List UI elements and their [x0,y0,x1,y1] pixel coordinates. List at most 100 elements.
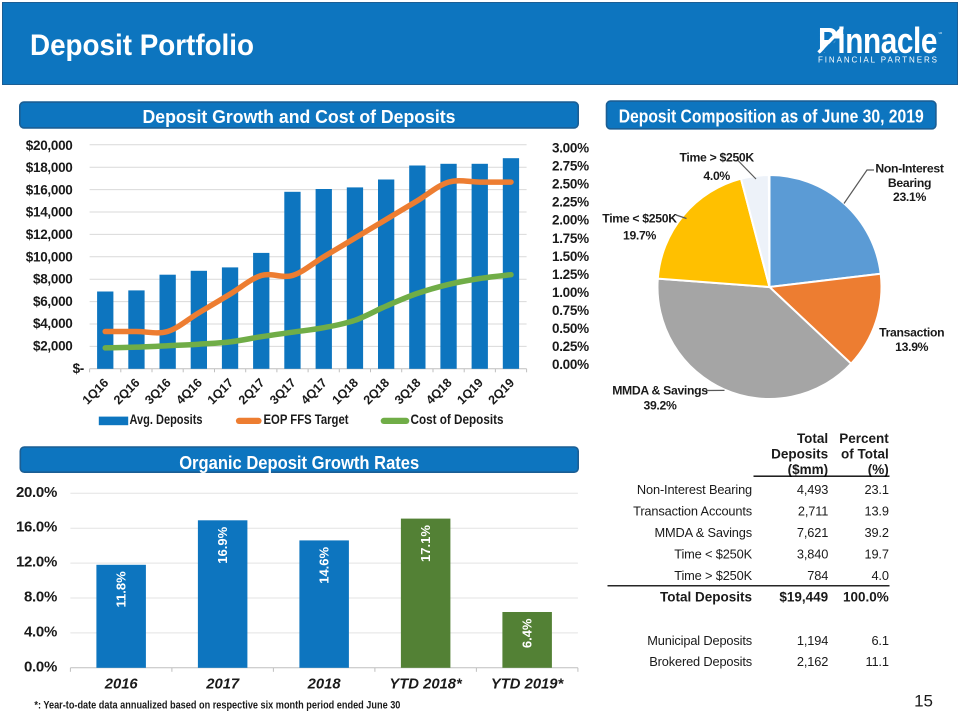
svg-text:$4,000: $4,000 [33,316,73,331]
svg-text:13.9: 13.9 [864,503,888,518]
svg-text:20.0%: 20.0% [16,484,57,501]
svg-text:2018: 2018 [307,677,342,693]
svg-text:784: 784 [807,568,828,583]
svg-text:0.75%: 0.75% [552,303,589,318]
svg-text:13.9%: 13.9% [895,340,929,354]
svg-text:23.1%: 23.1% [893,190,927,204]
svg-text:1.25%: 1.25% [552,267,589,282]
svg-text:MMDA & Savings: MMDA & Savings [655,525,752,540]
svg-text:2.75%: 2.75% [552,159,589,174]
svg-text:16.0%: 16.0% [16,519,57,536]
svg-text:1.50%: 1.50% [552,249,589,264]
svg-text:39.2%: 39.2% [643,398,677,412]
svg-text:$2,000: $2,000 [33,339,73,354]
svg-text:2,711: 2,711 [798,503,828,518]
svg-text:$-: $- [73,361,84,376]
svg-text:19.7%: 19.7% [623,229,657,243]
svg-text:3Q17: 3Q17 [267,376,299,408]
svg-text:Organic Deposit Growth Rates: Organic Deposit Growth Rates [179,453,419,473]
svg-text:℠: ℠ [938,32,943,38]
svg-text:0.50%: 0.50% [552,321,589,336]
svg-text:19.7: 19.7 [864,547,888,562]
svg-text:MMDA & Savings: MMDA & Savings [612,384,708,398]
svg-text:Time > $250K: Time > $250K [679,151,754,165]
svg-text:4Q17: 4Q17 [298,376,330,408]
svg-text:YTD 2018*: YTD 2018* [389,677,463,693]
svg-text:Bearing: Bearing [888,176,931,190]
svg-text:6.1: 6.1 [871,633,888,648]
svg-text:$12,000: $12,000 [26,227,73,242]
svg-text:4.0%: 4.0% [24,623,57,640]
svg-text:11.8%: 11.8% [114,571,129,608]
svg-text:$8,000: $8,000 [33,272,73,287]
svg-text:1Q19: 1Q19 [454,376,486,408]
svg-text:2Q18: 2Q18 [361,376,393,408]
svg-text:0.00%: 0.00% [552,357,589,372]
svg-text:$16,000: $16,000 [26,182,73,197]
svg-text:of Total: of Total [841,447,889,462]
svg-text:4.0: 4.0 [871,568,888,583]
svg-text:FINANCIAL PARTNERS: FINANCIAL PARTNERS [818,56,937,65]
svg-text:2016: 2016 [104,677,139,693]
svg-text:Time < $250K: Time < $250K [602,212,677,226]
svg-text:Non-Interest Bearing: Non-Interest Bearing [637,482,752,497]
svg-text:Pinnacle: Pinnacle [818,20,937,61]
svg-text:$19,449: $19,449 [779,590,828,605]
svg-text:2,162: 2,162 [797,654,828,669]
svg-text:Non-Interest: Non-Interest [875,161,943,175]
svg-text:0.25%: 0.25% [552,339,589,354]
svg-text:1Q17: 1Q17 [205,376,237,408]
svg-text:4Q16: 4Q16 [173,376,205,408]
svg-text:Total: Total [797,431,828,446]
svg-text:2.50%: 2.50% [552,177,589,192]
svg-text:Municipal Deposits: Municipal Deposits [647,633,752,648]
svg-text:15: 15 [914,692,933,711]
svg-text:Transaction Accounts: Transaction Accounts [633,503,752,518]
svg-text:Deposits: Deposits [771,447,828,462]
svg-text:Deposit Growth and Cost of Dep: Deposit Growth and Cost of Deposits [143,107,456,127]
svg-text:4.0%: 4.0% [703,169,730,183]
svg-text:*: Year-to-date data annualize: *: Year-to-date data annualized based on… [34,700,400,712]
svg-text:$18,000: $18,000 [26,160,73,175]
svg-text:Transaction: Transaction [879,326,944,340]
svg-text:Time < $250K: Time < $250K [674,547,752,562]
svg-text:14.6%: 14.6% [317,546,332,583]
svg-text:8.0%: 8.0% [24,589,57,606]
svg-text:Avg. Deposits: Avg. Deposits [130,412,203,427]
svg-text:1,194: 1,194 [797,633,828,648]
svg-text:12.0%: 12.0% [16,554,57,571]
svg-text:1.00%: 1.00% [552,285,589,300]
svg-text:23.1: 23.1 [864,482,888,497]
svg-text:2.25%: 2.25% [552,195,589,210]
svg-text:16.9%: 16.9% [215,526,230,563]
svg-text:6.4%: 6.4% [520,618,535,648]
svg-text:(%): (%) [868,462,889,477]
svg-text:2017: 2017 [205,677,240,693]
svg-text:11.1: 11.1 [865,654,888,669]
svg-text:1Q18: 1Q18 [329,376,361,408]
svg-text:Time > $250K: Time > $250K [674,568,752,583]
svg-text:17.1%: 17.1% [418,525,433,562]
svg-text:EOP FFS Target: EOP FFS Target [264,412,349,427]
svg-text:$14,000: $14,000 [26,205,73,220]
svg-text:Deposit Composition as of June: Deposit Composition as of June 30, 2019 [619,106,924,126]
svg-text:$20,000: $20,000 [26,138,73,153]
svg-text:YTD 2019*: YTD 2019* [491,677,565,693]
svg-text:2.00%: 2.00% [552,213,589,228]
svg-text:0.0%: 0.0% [24,658,57,675]
svg-text:4Q18: 4Q18 [423,376,455,408]
svg-text:$6,000: $6,000 [33,294,73,309]
svg-text:$10,000: $10,000 [26,249,73,264]
svg-text:2Q19: 2Q19 [486,376,518,408]
svg-text:Total Deposits: Total Deposits [660,590,752,605]
svg-text:3.00%: 3.00% [552,141,589,156]
svg-text:Cost of Deposits: Cost of Deposits [411,412,504,427]
svg-text:($mm): ($mm) [788,462,829,477]
svg-text:Brokered Deposits: Brokered Deposits [649,654,752,669]
svg-text:39.2: 39.2 [864,525,888,540]
svg-text:Deposit Portfolio: Deposit Portfolio [30,29,254,62]
svg-text:7,621: 7,621 [797,525,828,540]
svg-text:Percent: Percent [839,431,889,446]
svg-text:3,840: 3,840 [797,547,828,562]
svg-text:2Q16: 2Q16 [111,376,143,408]
